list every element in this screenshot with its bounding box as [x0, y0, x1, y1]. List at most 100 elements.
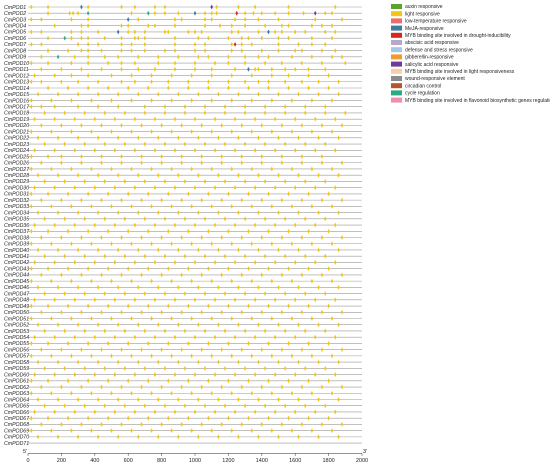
cis-element-mark-light — [36, 135, 40, 141]
gene-row: CmPOD5 — [4, 29, 362, 36]
cis-element-mark-light — [40, 272, 43, 278]
cis-element-mark-light — [123, 179, 127, 184]
cis-element-mark-light — [163, 29, 167, 35]
cis-element-mark-light — [63, 141, 67, 147]
cis-element-mark-light — [86, 41, 90, 47]
cis-element-mark-light — [253, 222, 257, 228]
cis-element-mark-light — [273, 10, 277, 16]
cis-element-mark-light — [263, 365, 267, 371]
cis-element-mark-light — [300, 154, 304, 159]
cis-element-mark-light — [126, 228, 130, 234]
cis-element-mark-light — [213, 147, 217, 153]
cis-element-mark-light — [280, 29, 284, 35]
cis-element-mark-light — [207, 303, 210, 309]
cis-element-mark-light — [253, 66, 257, 72]
cis-element-mark-light — [227, 60, 230, 66]
cis-element-mark-light — [320, 197, 324, 203]
cis-element-mark-light — [237, 29, 240, 35]
cis-element-mark-light — [80, 154, 83, 159]
cis-element-mark-light — [257, 29, 260, 35]
cis-element-mark-light — [80, 160, 83, 166]
legend-swatch — [391, 25, 402, 31]
cis-element-mark-light — [56, 397, 60, 402]
legend-label: low-temperature responsive — [405, 19, 467, 25]
cis-element-mark-light — [53, 185, 57, 191]
cis-element-mark-light — [280, 347, 284, 353]
cis-element-mark-light — [197, 284, 200, 290]
cis-element-mark-light — [177, 172, 180, 178]
legend-swatch — [391, 83, 402, 89]
cis-element-mark-light — [86, 54, 90, 60]
cis-element-mark-light — [153, 66, 157, 72]
cis-element-mark-light — [263, 60, 267, 66]
cis-element-mark-light — [103, 291, 107, 296]
cis-element-mark-light — [166, 228, 170, 234]
cis-element-mark-light — [193, 66, 197, 72]
cis-element-mark-light — [30, 266, 33, 272]
cis-element-mark-light — [283, 403, 287, 409]
cis-element-mark-light — [143, 110, 147, 116]
cis-element-mark-light — [250, 166, 254, 172]
legend-label: wound-responsive element — [405, 76, 465, 82]
cis-element-mark-light — [70, 428, 73, 434]
cis-element-mark-light — [263, 179, 267, 184]
legend-swatch — [391, 61, 402, 67]
cis-element-mark-light — [227, 415, 230, 421]
cis-element-mark-light — [156, 91, 160, 97]
gene-row: CmPOD38 — [4, 235, 362, 241]
cis-element-mark-light — [113, 260, 117, 265]
axis-tick-label: 600 — [124, 458, 133, 463]
cis-element-mark-light — [136, 66, 140, 72]
cis-element-mark-light — [90, 316, 93, 321]
cis-element-mark-light — [46, 303, 50, 309]
cis-element-mark-light — [217, 172, 220, 178]
cis-element-mark-light — [146, 85, 150, 91]
gene-row: CmPOD23 — [4, 141, 362, 148]
cis-element-mark-light — [260, 422, 264, 427]
cis-element-mark-light — [310, 54, 314, 60]
cis-element-mark-light — [277, 48, 280, 54]
cis-element-mark-light — [330, 54, 334, 60]
cis-element-mark-light — [317, 434, 320, 440]
cis-element-mark-light — [307, 303, 310, 309]
cis-element-mark-light — [73, 297, 77, 303]
cis-element-mark-light — [317, 210, 320, 215]
legend-swatch — [391, 76, 402, 81]
gene-row: CmPOD37 — [4, 228, 362, 235]
cis-element-mark-light — [210, 129, 213, 134]
cis-element-mark-light — [287, 4, 290, 10]
cis-element-mark-light — [313, 260, 317, 265]
cis-element-mark-light — [80, 309, 83, 315]
cis-element-mark-light — [240, 160, 244, 166]
cis-element-mark-light — [177, 247, 180, 253]
cis-element-mark-light — [330, 428, 334, 434]
gene-row: CmPOD27 — [4, 166, 362, 173]
cis-element-mark-light — [177, 54, 180, 60]
cis-element-mark-light — [333, 147, 337, 153]
cis-element-mark-light — [33, 334, 36, 340]
cis-element-mark-light — [227, 79, 230, 85]
cis-element-mark-light — [100, 154, 103, 159]
cis-element-mark-light — [190, 241, 193, 247]
cis-element-mark-light — [93, 222, 97, 228]
cis-element-mark-light — [46, 266, 50, 272]
cis-element-mark-light — [156, 434, 160, 440]
cis-element-mark-light — [30, 17, 33, 22]
cis-element-mark-light — [293, 66, 297, 72]
cis-element-mark-light — [197, 397, 200, 402]
cis-element-mark-light — [133, 79, 137, 85]
cis-element-mark-light — [160, 197, 163, 203]
cis-element-mark-light — [140, 160, 143, 166]
cis-element-mark-light — [180, 272, 183, 278]
cis-element-mark-light — [267, 266, 270, 272]
cis-element-mark-light — [66, 303, 70, 309]
cis-element-mark-light — [213, 372, 217, 377]
cis-element-mark-light — [126, 415, 130, 421]
cis-element-mark-light — [277, 359, 280, 365]
cis-element-mark-light — [300, 122, 304, 128]
axis-tick-label: 1400 — [256, 458, 268, 463]
cis-element-mark-cycle — [146, 10, 150, 16]
cis-element-mark-light — [340, 347, 344, 353]
cis-element-mark-light — [86, 341, 90, 346]
